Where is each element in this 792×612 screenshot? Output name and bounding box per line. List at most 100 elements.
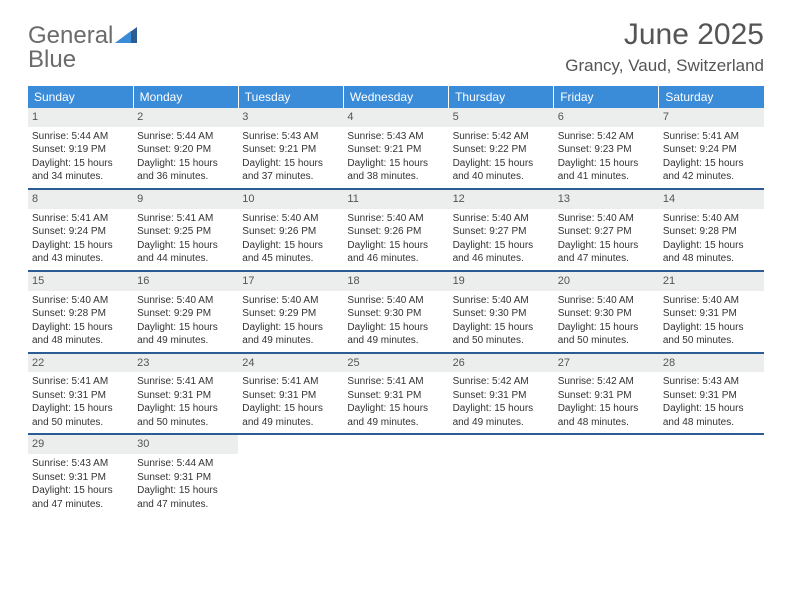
sunset-line: Sunset: 9:22 PM (453, 143, 550, 157)
sunset-line: Sunset: 9:23 PM (558, 143, 655, 157)
calendar-body: 1Sunrise: 5:44 AMSunset: 9:19 PMDaylight… (28, 108, 764, 515)
sunset-line: Sunset: 9:30 PM (558, 307, 655, 321)
day-number-bar: 25 (343, 354, 448, 373)
sunset-line: Sunset: 9:31 PM (242, 389, 339, 403)
daylight-line: Daylight: 15 hours and 50 minutes. (558, 321, 655, 348)
daylight-line: Daylight: 15 hours and 34 minutes. (32, 157, 129, 184)
sunset-line: Sunset: 9:25 PM (137, 225, 234, 239)
sunrise-line: Sunrise: 5:41 AM (32, 212, 129, 226)
sunrise-line: Sunrise: 5:43 AM (242, 130, 339, 144)
day-number-bar: 18 (343, 272, 448, 291)
day-cell: 17Sunrise: 5:40 AMSunset: 9:29 PMDayligh… (238, 271, 343, 353)
day-number-bar: 29 (28, 435, 133, 454)
sunset-line: Sunset: 9:21 PM (347, 143, 444, 157)
day-cell: 14Sunrise: 5:40 AMSunset: 9:28 PMDayligh… (659, 189, 764, 271)
day-number-bar: 13 (554, 190, 659, 209)
sunset-line: Sunset: 9:31 PM (32, 389, 129, 403)
day-number-bar: 20 (554, 272, 659, 291)
daylight-line: Daylight: 15 hours and 47 minutes. (32, 484, 129, 511)
day-number-bar (554, 435, 659, 454)
sunrise-line: Sunrise: 5:40 AM (347, 212, 444, 226)
weekday-header-row: Sunday Monday Tuesday Wednesday Thursday… (28, 86, 764, 108)
day-cell: 24Sunrise: 5:41 AMSunset: 9:31 PMDayligh… (238, 353, 343, 435)
week-row: 8Sunrise: 5:41 AMSunset: 9:24 PMDaylight… (28, 189, 764, 271)
daylight-line: Daylight: 15 hours and 50 minutes. (663, 321, 760, 348)
sunset-line: Sunset: 9:19 PM (32, 143, 129, 157)
daylight-line: Daylight: 15 hours and 43 minutes. (32, 239, 129, 266)
weekday-header: Tuesday (238, 86, 343, 108)
day-cell (238, 434, 343, 515)
sunrise-line: Sunrise: 5:42 AM (558, 375, 655, 389)
sunrise-line: Sunrise: 5:41 AM (663, 130, 760, 144)
header: General Blue June 2025 Grancy, Vaud, Swi… (0, 0, 792, 80)
daylight-line: Daylight: 15 hours and 50 minutes. (453, 321, 550, 348)
day-cell: 22 Sunrise: 5:41 AMSunset: 9:31 PMDayligh… (28, 353, 133, 435)
day-cell: 13Sunrise: 5:40 AMSunset: 9:27 PMDayligh… (554, 189, 659, 271)
sunrise-line: Sunrise: 5:41 AM (137, 375, 234, 389)
weekday-header: Thursday (449, 86, 554, 108)
weekday-header: Friday (554, 86, 659, 108)
daylight-line: Daylight: 15 hours and 40 minutes. (453, 157, 550, 184)
sunset-line: Sunset: 9:29 PM (137, 307, 234, 321)
daylight-line: Daylight: 15 hours and 49 minutes. (242, 402, 339, 429)
daylight-line: Daylight: 15 hours and 50 minutes. (32, 402, 129, 429)
week-row: 15Sunrise: 5:40 AMSunset: 9:28 PMDayligh… (28, 271, 764, 353)
day-number-bar: 24 (238, 354, 343, 373)
day-number-bar: 26 (449, 354, 554, 373)
sunrise-line: Sunrise: 5:41 AM (32, 375, 129, 389)
day-number-bar (238, 435, 343, 454)
sunrise-line: Sunrise: 5:40 AM (242, 294, 339, 308)
day-number-bar: 9 (133, 190, 238, 209)
day-cell: 1 Sunrise: 5:44 AMSunset: 9:19 PMDaylight… (28, 108, 133, 189)
sunset-line: Sunset: 9:31 PM (453, 389, 550, 403)
weekday-header: Saturday (659, 86, 764, 108)
day-cell: 10Sunrise: 5:40 AMSunset: 9:26 PMDayligh… (238, 189, 343, 271)
sunrise-line: Sunrise: 5:43 AM (32, 457, 129, 471)
sunset-line: Sunset: 9:31 PM (32, 471, 129, 485)
day-cell: 12Sunrise: 5:40 AMSunset: 9:27 PMDayligh… (449, 189, 554, 271)
sunrise-line: Sunrise: 5:40 AM (558, 294, 655, 308)
day-cell (449, 434, 554, 515)
sunrise-line: Sunrise: 5:40 AM (347, 294, 444, 308)
daylight-line: Daylight: 15 hours and 49 minutes. (453, 402, 550, 429)
sunset-line: Sunset: 9:30 PM (347, 307, 444, 321)
daylight-line: Daylight: 15 hours and 49 minutes. (347, 402, 444, 429)
day-number-bar: 6 (554, 108, 659, 127)
day-cell (554, 434, 659, 515)
sunrise-line: Sunrise: 5:40 AM (32, 294, 129, 308)
sunrise-line: Sunrise: 5:44 AM (32, 130, 129, 144)
sunrise-line: Sunrise: 5:44 AM (137, 130, 234, 144)
day-number-bar: 2 (133, 108, 238, 127)
day-cell: 3Sunrise: 5:43 AMSunset: 9:21 PMDaylight… (238, 108, 343, 189)
sunrise-line: Sunrise: 5:43 AM (347, 130, 444, 144)
daylight-line: Daylight: 15 hours and 37 minutes. (242, 157, 339, 184)
day-cell: 29 Sunrise: 5:43 AMSunset: 9:31 PMDayligh… (28, 434, 133, 515)
day-number-bar: 19 (449, 272, 554, 291)
calendar-table: Sunday Monday Tuesday Wednesday Thursday… (28, 86, 764, 515)
day-cell: 5Sunrise: 5:42 AMSunset: 9:22 PMDaylight… (449, 108, 554, 189)
day-cell: 15Sunrise: 5:40 AMSunset: 9:28 PMDayligh… (28, 271, 133, 353)
day-number-bar: 11 (343, 190, 448, 209)
sunset-line: Sunset: 9:30 PM (453, 307, 550, 321)
day-number-bar (659, 435, 764, 454)
day-number-bar: 22 (28, 354, 133, 373)
weekday-header: Sunday (28, 86, 133, 108)
daylight-line: Daylight: 15 hours and 36 minutes. (137, 157, 234, 184)
daylight-line: Daylight: 15 hours and 48 minutes. (663, 402, 760, 429)
logo: General Blue (28, 24, 137, 72)
day-cell: 8Sunrise: 5:41 AMSunset: 9:24 PMDaylight… (28, 189, 133, 271)
day-cell: 11 Sunrise: 5:40 AMSunset: 9:26 PMDayligh… (343, 189, 448, 271)
week-row: 22Sunrise: 5:41 AMSunset: 9:31 PMDayligh… (28, 353, 764, 435)
logo-word2: Blue (28, 46, 76, 73)
daylight-line: Daylight: 15 hours and 46 minutes. (347, 239, 444, 266)
daylight-line: Daylight: 15 hours and 47 minutes. (137, 484, 234, 511)
day-cell: 4Sunrise: 5:43 AMSunset: 9:21 PMDaylight… (343, 108, 448, 189)
day-number-bar: 4 (343, 108, 448, 127)
sunrise-line: Sunrise: 5:41 AM (137, 212, 234, 226)
week-row: 29Sunrise: 5:43 AMSunset: 9:31 PMDayligh… (28, 434, 764, 515)
sunset-line: Sunset: 9:31 PM (558, 389, 655, 403)
sunrise-line: Sunrise: 5:42 AM (453, 375, 550, 389)
sunset-line: Sunset: 9:26 PM (347, 225, 444, 239)
daylight-line: Daylight: 15 hours and 49 minutes. (242, 321, 339, 348)
day-number-bar: 1 (28, 108, 133, 127)
